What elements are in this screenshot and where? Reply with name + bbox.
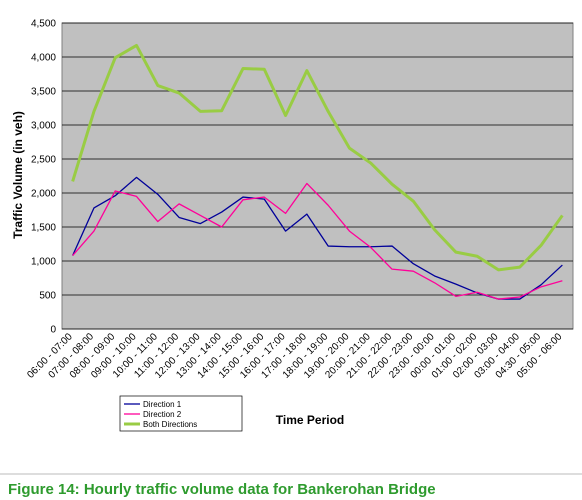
caption: Figure 14: Hourly traffic volume data fo… bbox=[8, 481, 436, 498]
y-axis-title: Traffic Volume (in veh) bbox=[11, 111, 25, 239]
y-tick-label: 0 bbox=[50, 325, 56, 336]
plot-area bbox=[61, 22, 574, 330]
y-tick-label: 1,000 bbox=[31, 257, 56, 268]
y-tick-label: 3,500 bbox=[31, 87, 56, 98]
y-tick-label: 2,500 bbox=[31, 155, 56, 166]
x-axis-title: Time Period bbox=[276, 413, 344, 427]
y-tick-label: 2,000 bbox=[31, 189, 56, 200]
y-tick-label: 500 bbox=[39, 291, 56, 302]
y-tick-label: 4,500 bbox=[31, 19, 56, 30]
y-tick-label: 1,500 bbox=[31, 223, 56, 234]
y-tick-label: 3,000 bbox=[31, 121, 56, 132]
legend bbox=[119, 395, 243, 432]
legend-label: Direction 1 bbox=[143, 400, 182, 409]
series-line bbox=[72, 182, 563, 300]
legend-label: Both Directions bbox=[143, 420, 197, 429]
series-line bbox=[71, 43, 564, 272]
y-tick-label: 4,000 bbox=[31, 53, 56, 64]
legend-label: Direction 2 bbox=[143, 410, 182, 419]
